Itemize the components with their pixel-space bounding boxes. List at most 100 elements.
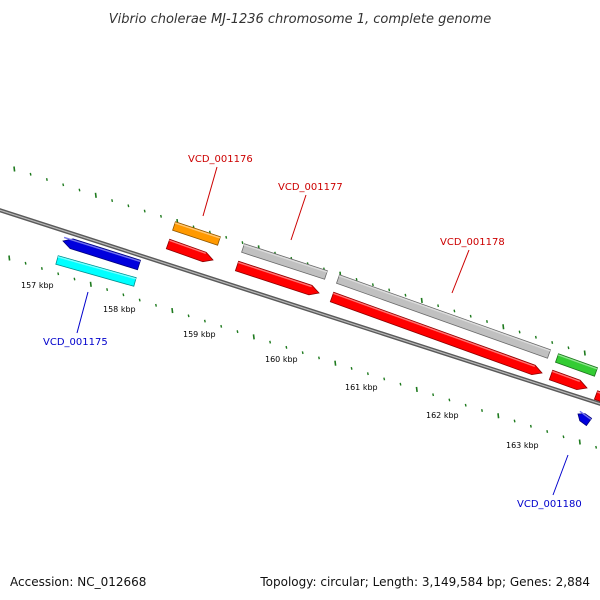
upper-tick — [551, 341, 554, 344]
lower-tick — [334, 360, 337, 366]
callout-vcd-001177 — [290, 194, 307, 241]
label-callouts — [76, 166, 569, 496]
lower-tick — [562, 435, 565, 439]
gene-vcd-001176-gene[interactable] — [172, 221, 221, 246]
gene-label-vcd-001180[interactable]: VCD_001180 — [517, 499, 582, 510]
upper-tick — [143, 209, 146, 213]
lower-tick — [122, 293, 125, 297]
tick-label-163: 163 kbp — [506, 441, 539, 450]
lower-tick — [546, 430, 549, 433]
lower-tick — [57, 272, 60, 276]
lower-tick — [318, 356, 320, 360]
upper-tick — [469, 314, 472, 318]
genome-backbone — [0, 208, 600, 406]
lower-tick — [595, 445, 598, 449]
genome-summary-text: Topology: circular; Length: 3,149,584 bp… — [259, 575, 590, 589]
upper-tick — [62, 183, 65, 187]
upper-tick — [388, 288, 391, 292]
upper-tick — [13, 166, 16, 172]
gene-vcd-001175-gene[interactable] — [55, 255, 137, 287]
upper-tick-track — [13, 166, 586, 356]
callout-vcd-001176 — [202, 166, 218, 217]
gene-vcd-001176-cds[interactable] — [165, 238, 214, 263]
lower-tick — [529, 424, 532, 428]
lower-tick — [366, 372, 369, 376]
map-title: Vibrio cholerae MJ-1236 chromosome 1, co… — [109, 12, 491, 27]
upper-tick — [518, 330, 521, 334]
upper-tick — [371, 283, 374, 287]
callout-vcd-001178 — [451, 249, 470, 294]
gene-vcd-001175-cds[interactable] — [62, 236, 142, 271]
tick-label-157: 157 kbp — [21, 281, 54, 290]
tick-label-162: 162 kbp — [426, 411, 459, 420]
tick-label-158: 158 kbp — [103, 305, 136, 314]
upper-tick — [241, 241, 244, 245]
upper-tick — [567, 346, 570, 350]
lower-tick — [269, 340, 272, 344]
upper-tick — [486, 320, 488, 323]
upper-tick — [534, 335, 537, 339]
upper-tick — [94, 192, 97, 198]
lower-tick — [399, 382, 402, 386]
lower-tick — [106, 288, 109, 292]
gene-vcd-001180-cds[interactable] — [577, 410, 593, 427]
gene-vcd-001178-cds[interactable] — [329, 291, 543, 376]
gene-features — [55, 221, 600, 427]
gene-label-vcd-001178[interactable]: VCD_001178 — [440, 237, 505, 248]
position-labels: 157 kbp 158 kbp 159 kbp 160 kbp 161 kbp … — [21, 281, 539, 450]
lower-tick — [513, 419, 516, 423]
lower-tick — [73, 277, 76, 281]
lower-tick — [350, 366, 353, 370]
upper-tick — [29, 172, 32, 176]
accession-text: Accession: NC_012668 — [10, 575, 146, 589]
lower-tick — [40, 267, 43, 270]
gene-label-vcd-001176[interactable]: VCD_001176 — [188, 154, 253, 165]
lower-tick — [203, 319, 206, 323]
lower-tick — [236, 330, 239, 334]
gene-label-vcd-001175[interactable]: VCD_001175 — [43, 337, 108, 348]
upper-tick — [355, 277, 358, 281]
upper-tick — [111, 199, 114, 203]
gene-vcd-001177-gene[interactable] — [241, 243, 328, 280]
lower-tick — [8, 255, 11, 261]
lower-tick — [24, 261, 27, 265]
lower-tick — [171, 307, 174, 314]
tick-label-160: 160 kbp — [265, 355, 298, 364]
upper-tick — [502, 324, 505, 330]
lower-tick — [285, 345, 288, 349]
gene-labels: VCD_001175 VCD_001176 VCD_001177 VCD_001… — [43, 154, 582, 510]
lower-tick — [448, 398, 451, 402]
gene-vcd-001178-gene[interactable] — [335, 274, 552, 359]
upper-tick — [225, 235, 228, 239]
gene-label-vcd-001177[interactable]: VCD_001177 — [278, 182, 343, 193]
lower-tick — [187, 314, 190, 318]
lower-tick — [138, 298, 141, 302]
upper-tick — [583, 350, 586, 356]
lower-tick-track — [8, 255, 598, 449]
upper-tick — [437, 304, 440, 308]
gene-partial-right-cds[interactable] — [548, 369, 588, 391]
lower-tick — [415, 386, 418, 393]
lower-tick — [220, 324, 223, 328]
upper-tick — [127, 204, 130, 208]
lower-tick — [481, 409, 483, 412]
tick-label-161: 161 kbp — [345, 383, 378, 392]
callout-vcd-001180 — [552, 454, 569, 496]
lower-tick — [155, 303, 157, 307]
lower-tick — [432, 393, 435, 397]
lower-tick — [89, 281, 92, 287]
upper-tick — [453, 309, 456, 313]
lower-tick — [383, 377, 386, 381]
tick-label-159: 159 kbp — [183, 330, 216, 339]
upper-tick — [404, 293, 407, 297]
upper-tick — [45, 178, 48, 181]
lower-tick — [301, 351, 304, 355]
upper-tick — [420, 297, 423, 304]
gene-vcd-001177-cds[interactable] — [234, 260, 320, 296]
lower-tick — [252, 334, 255, 340]
gene-partial-right-gene[interactable] — [554, 353, 599, 377]
upper-tick — [160, 214, 162, 218]
lower-tick — [578, 439, 581, 445]
callout-vcd-001175 — [76, 291, 89, 334]
